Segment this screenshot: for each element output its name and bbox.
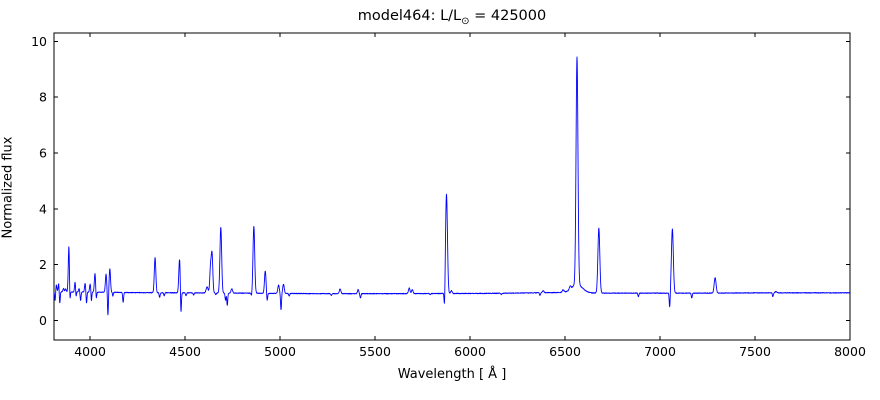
spectrum-line — [53, 56, 851, 316]
y-tick-label: 0 — [39, 313, 47, 328]
axis-frame — [53, 32, 851, 341]
x-tick-label: 4500 — [169, 344, 201, 359]
y-tick-label: 8 — [39, 90, 47, 105]
y-axis-label: Normalized flux — [0, 136, 16, 239]
x-tick-label: 7500 — [739, 344, 771, 359]
title-prefix: model464: L/L — [357, 8, 462, 24]
y-tick-label: 2 — [39, 257, 47, 272]
x-tick-label: 4000 — [74, 344, 106, 359]
x-tick-label: 5000 — [264, 344, 296, 359]
x-tick-label: 7000 — [644, 344, 676, 359]
x-tick-label: 8000 — [834, 344, 866, 359]
y-tick-label: 10 — [31, 34, 47, 49]
sun-symbol: ⊙ — [461, 15, 470, 27]
y-tick-label: 4 — [39, 201, 47, 216]
x-tick-label: 6000 — [454, 344, 486, 359]
x-tick-label: 5500 — [359, 344, 391, 359]
y-tick-label: 6 — [39, 146, 47, 161]
title-suffix: = 425000 — [469, 8, 547, 24]
x-axis-label: Wavelength [ Å ] — [397, 367, 507, 382]
x-tick-label: 6500 — [549, 344, 581, 359]
plot-title: model464: L/L⊙ = 425000 — [54, 8, 850, 27]
